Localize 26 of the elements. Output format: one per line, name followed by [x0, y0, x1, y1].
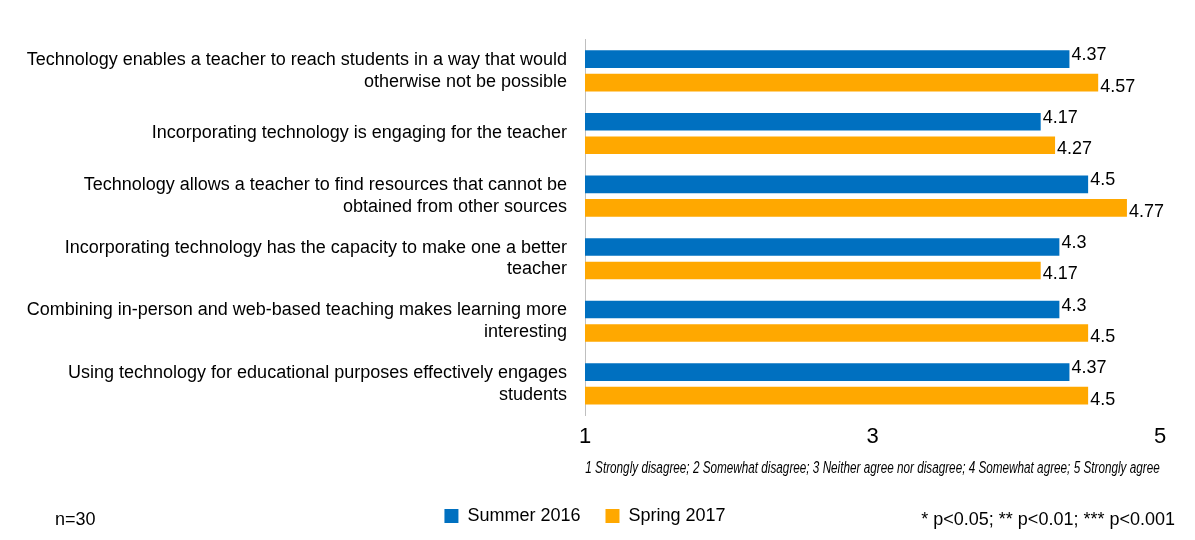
- legend-label: Spring 2017: [628, 504, 726, 525]
- data-label: 4.3: [1061, 294, 1087, 315]
- data-label: 4.3: [1061, 231, 1087, 252]
- y-tick-label: Incorporating technology has the capacity to make one a better teacher: [64, 236, 568, 279]
- y-tick-label: Using technology for educational purposes effectively engages students: [68, 362, 567, 404]
- data-label: 4.17: [1042, 263, 1078, 284]
- x-tick-label: 3: [866, 423, 879, 449]
- data-label: 4.37: [1071, 357, 1107, 378]
- x-tick-label: 1: [578, 423, 592, 449]
- x-tick-label: 5: [1153, 423, 1167, 449]
- data-label: 4.57: [1100, 75, 1136, 96]
- data-label: 4.77: [1128, 200, 1164, 221]
- y-tick-label: Incorporating technology is engaging for the teacher: [151, 122, 567, 143]
- text: * p<0.05; ** p<0.01; *** p<0.001: [921, 508, 1175, 529]
- data-label: 4.5: [1090, 169, 1116, 190]
- data-label: 4.17: [1042, 106, 1078, 127]
- x-axis-title: 1 Strongly disagree; 2 Somewhat disagree; 3 Neither agree nor disagree; 4 Somewhat agree; 5 Strongly agree: [585, 457, 1160, 477]
- y-tick-label: Combining in-person and web-based teaching makes learning more interesting: [26, 299, 567, 342]
- legend-label: Summer 2016: [467, 504, 581, 525]
- data-label: 4.27: [1057, 138, 1093, 159]
- data-label: 4.5: [1090, 326, 1116, 347]
- text: n=30: [55, 508, 96, 529]
- y-tick-label: Technology allows a teacher to find resources that cannot be obtained from other sources: [83, 174, 567, 216]
- data-label: 4.37: [1071, 44, 1107, 65]
- data-label: 4.5: [1090, 388, 1116, 409]
- y-tick-label: Technology enables a teacher to reach students in a way that would otherwise not be possible: [26, 49, 567, 91]
